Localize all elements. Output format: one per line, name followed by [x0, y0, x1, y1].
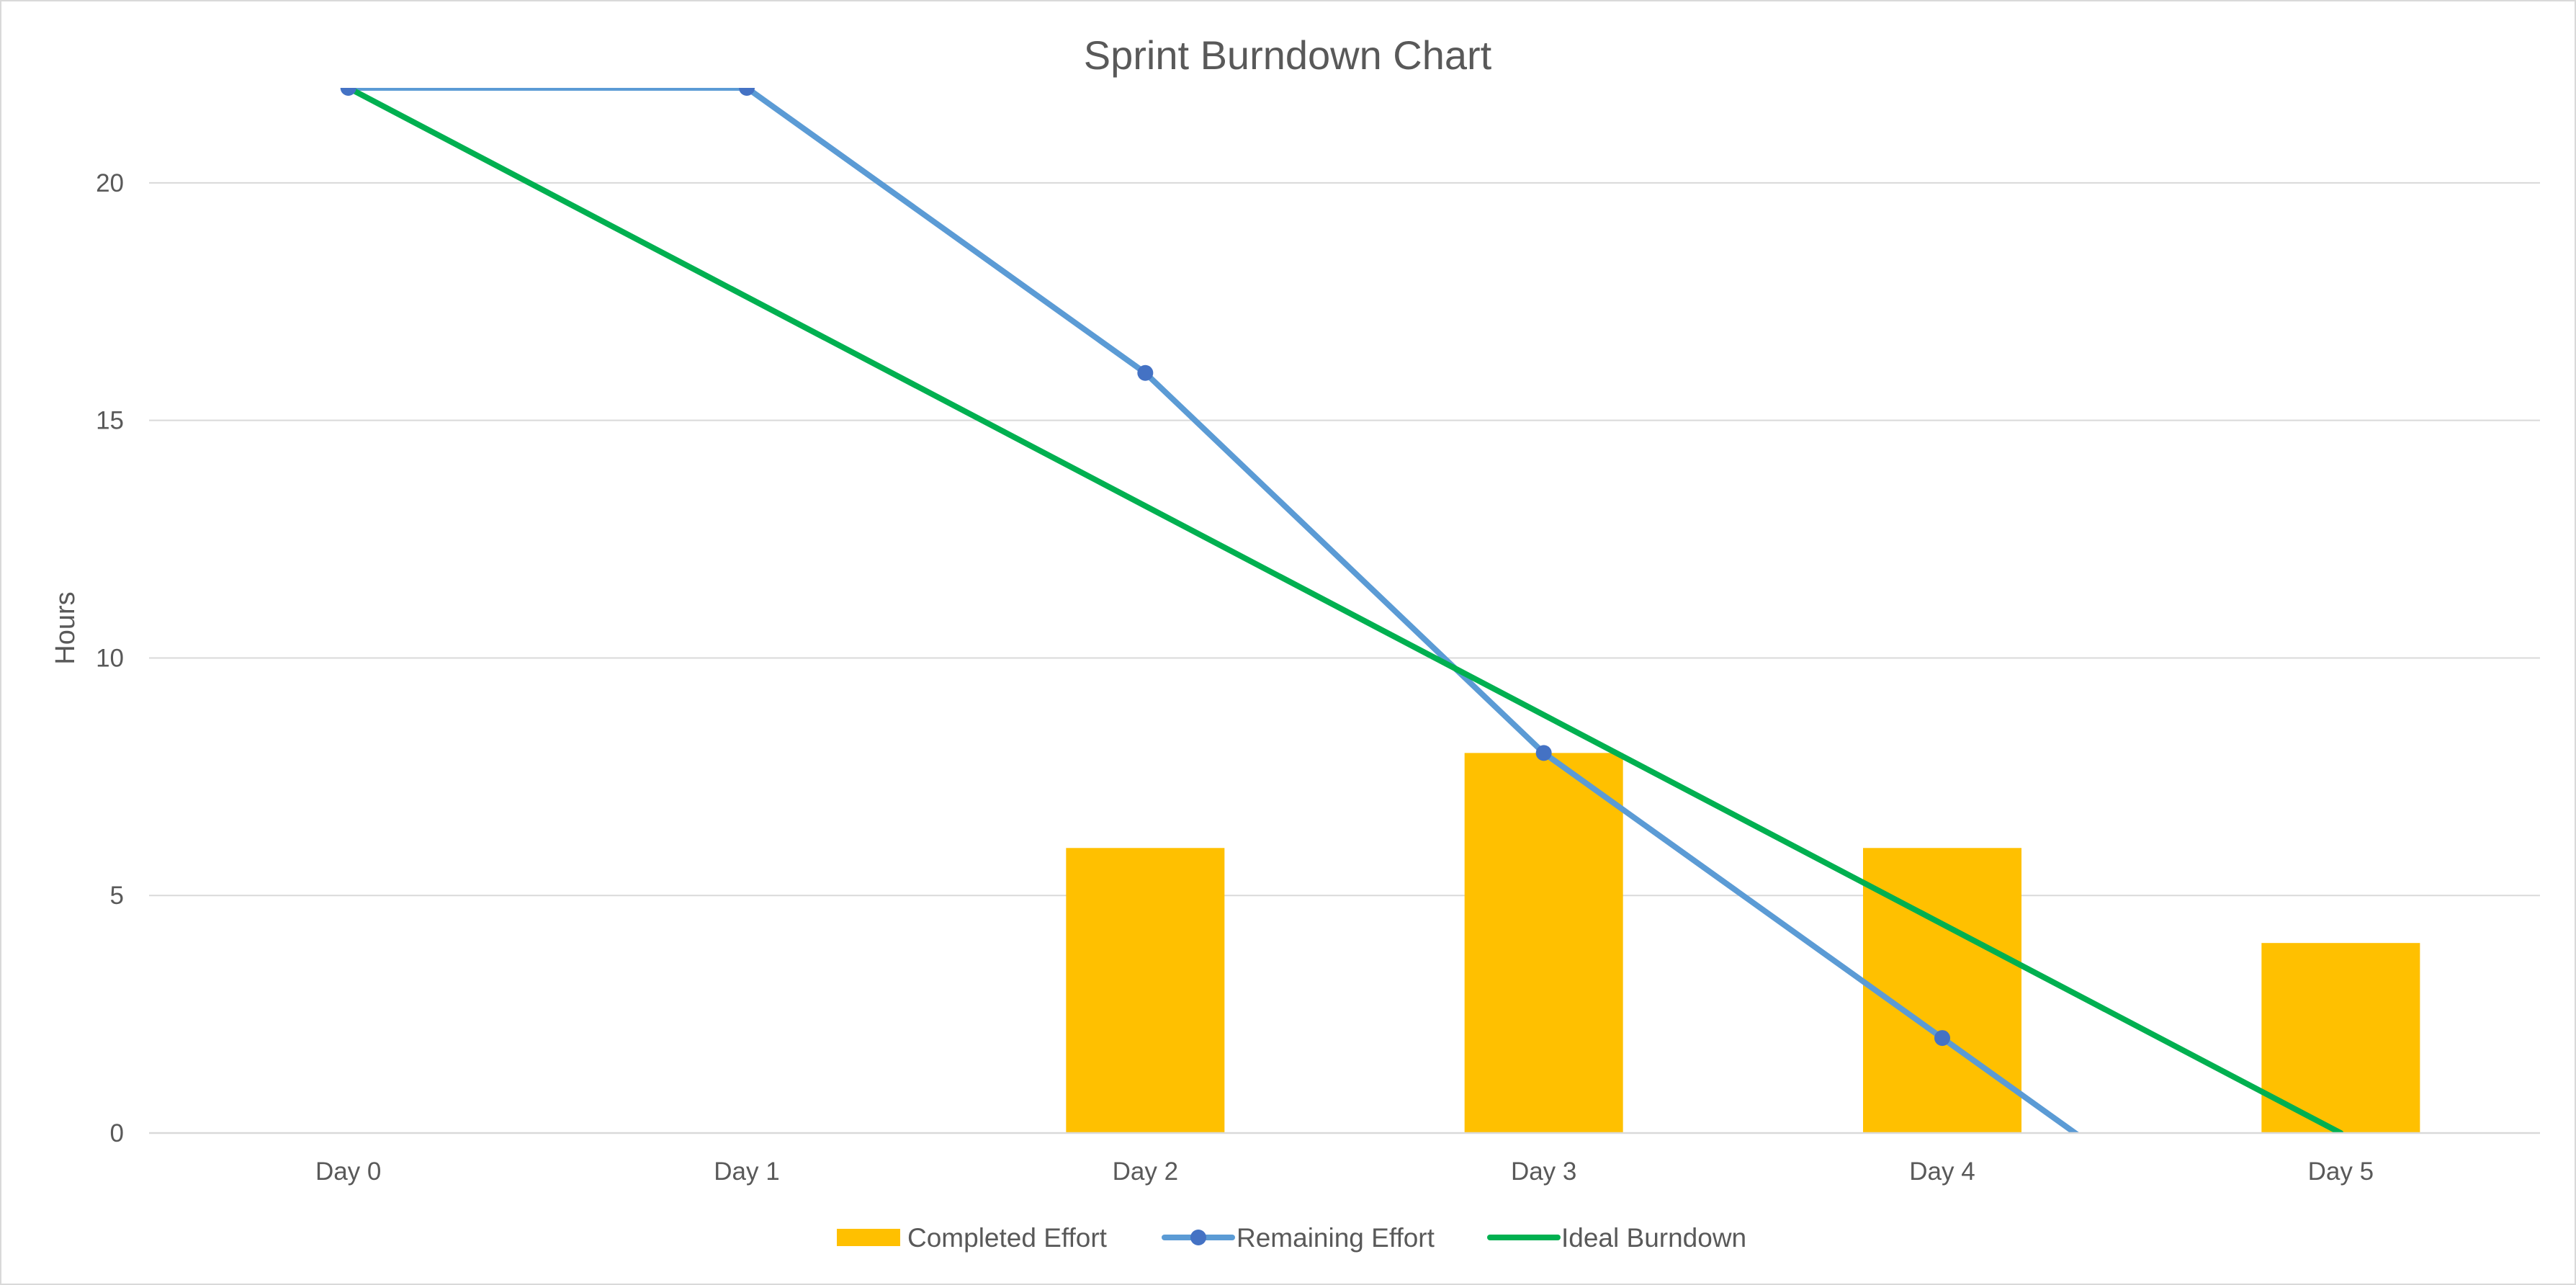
chart-title: Sprint Burndown Chart	[1084, 32, 1492, 78]
y-tick-label: 0	[110, 1119, 124, 1147]
point-remaining-effort-day-0	[340, 88, 356, 96]
line-remaining-effort	[345, 88, 2081, 1133]
bar-completed-effort-day-3	[1464, 753, 1623, 1133]
legend-label: Ideal Burndown	[1561, 1223, 1746, 1253]
legend-label: Completed Effort	[907, 1223, 1108, 1253]
x-tick-label: Day 0	[315, 1158, 381, 1186]
x-tick-label: Day 3	[1511, 1158, 1576, 1186]
x-axis-ticks: Day 0 Day 1 Day 2 Day 3 Day 4 Day 5	[315, 1158, 2374, 1186]
legend-item-remaining-effort: Remaining Effort	[1162, 1223, 1435, 1253]
bar-completed-effort-day-2	[1066, 848, 1225, 1133]
x-tick-label: Day 4	[1909, 1158, 1975, 1186]
bars	[1066, 753, 2420, 1133]
point-remaining-effort-day-1	[739, 88, 755, 96]
point-remaining-effort-day-3	[1535, 745, 1552, 761]
bar-completed-effort-day-4	[1863, 848, 2021, 1133]
lines	[345, 88, 2344, 1133]
legend-item-ideal-burndown: Ideal Burndown	[1487, 1223, 1746, 1253]
y-axis-label: Hours	[50, 591, 81, 664]
y-axis-ticks: 0 5 10 15 20	[96, 169, 124, 1147]
legend-swatch-completed-effort	[837, 1229, 900, 1246]
point-remaining-effort-day-4	[1934, 1030, 1950, 1047]
markers	[340, 88, 1950, 1047]
point-remaining-effort-day-2	[1137, 364, 1154, 381]
y-tick-label: 5	[110, 882, 124, 910]
line-ideal-burndown	[345, 88, 2344, 1133]
legend: Completed Effort Remaining Effort Ideal Bu…	[837, 1223, 1746, 1253]
y-tick-label: 20	[96, 169, 124, 197]
legend-label: Remaining Effort	[1237, 1223, 1435, 1253]
x-tick-label: Day 5	[2308, 1158, 2374, 1186]
x-tick-label: Day 1	[714, 1158, 779, 1186]
legend-marker-remaining-effort	[1190, 1230, 1206, 1245]
y-tick-label: 10	[96, 644, 124, 672]
bar-completed-effort-day-5	[2261, 943, 2420, 1133]
x-tick-label: Day 2	[1113, 1158, 1178, 1186]
gridlines	[149, 182, 2540, 897]
legend-item-completed-effort: Completed Effort	[837, 1223, 1108, 1253]
y-tick-label: 15	[96, 407, 124, 435]
